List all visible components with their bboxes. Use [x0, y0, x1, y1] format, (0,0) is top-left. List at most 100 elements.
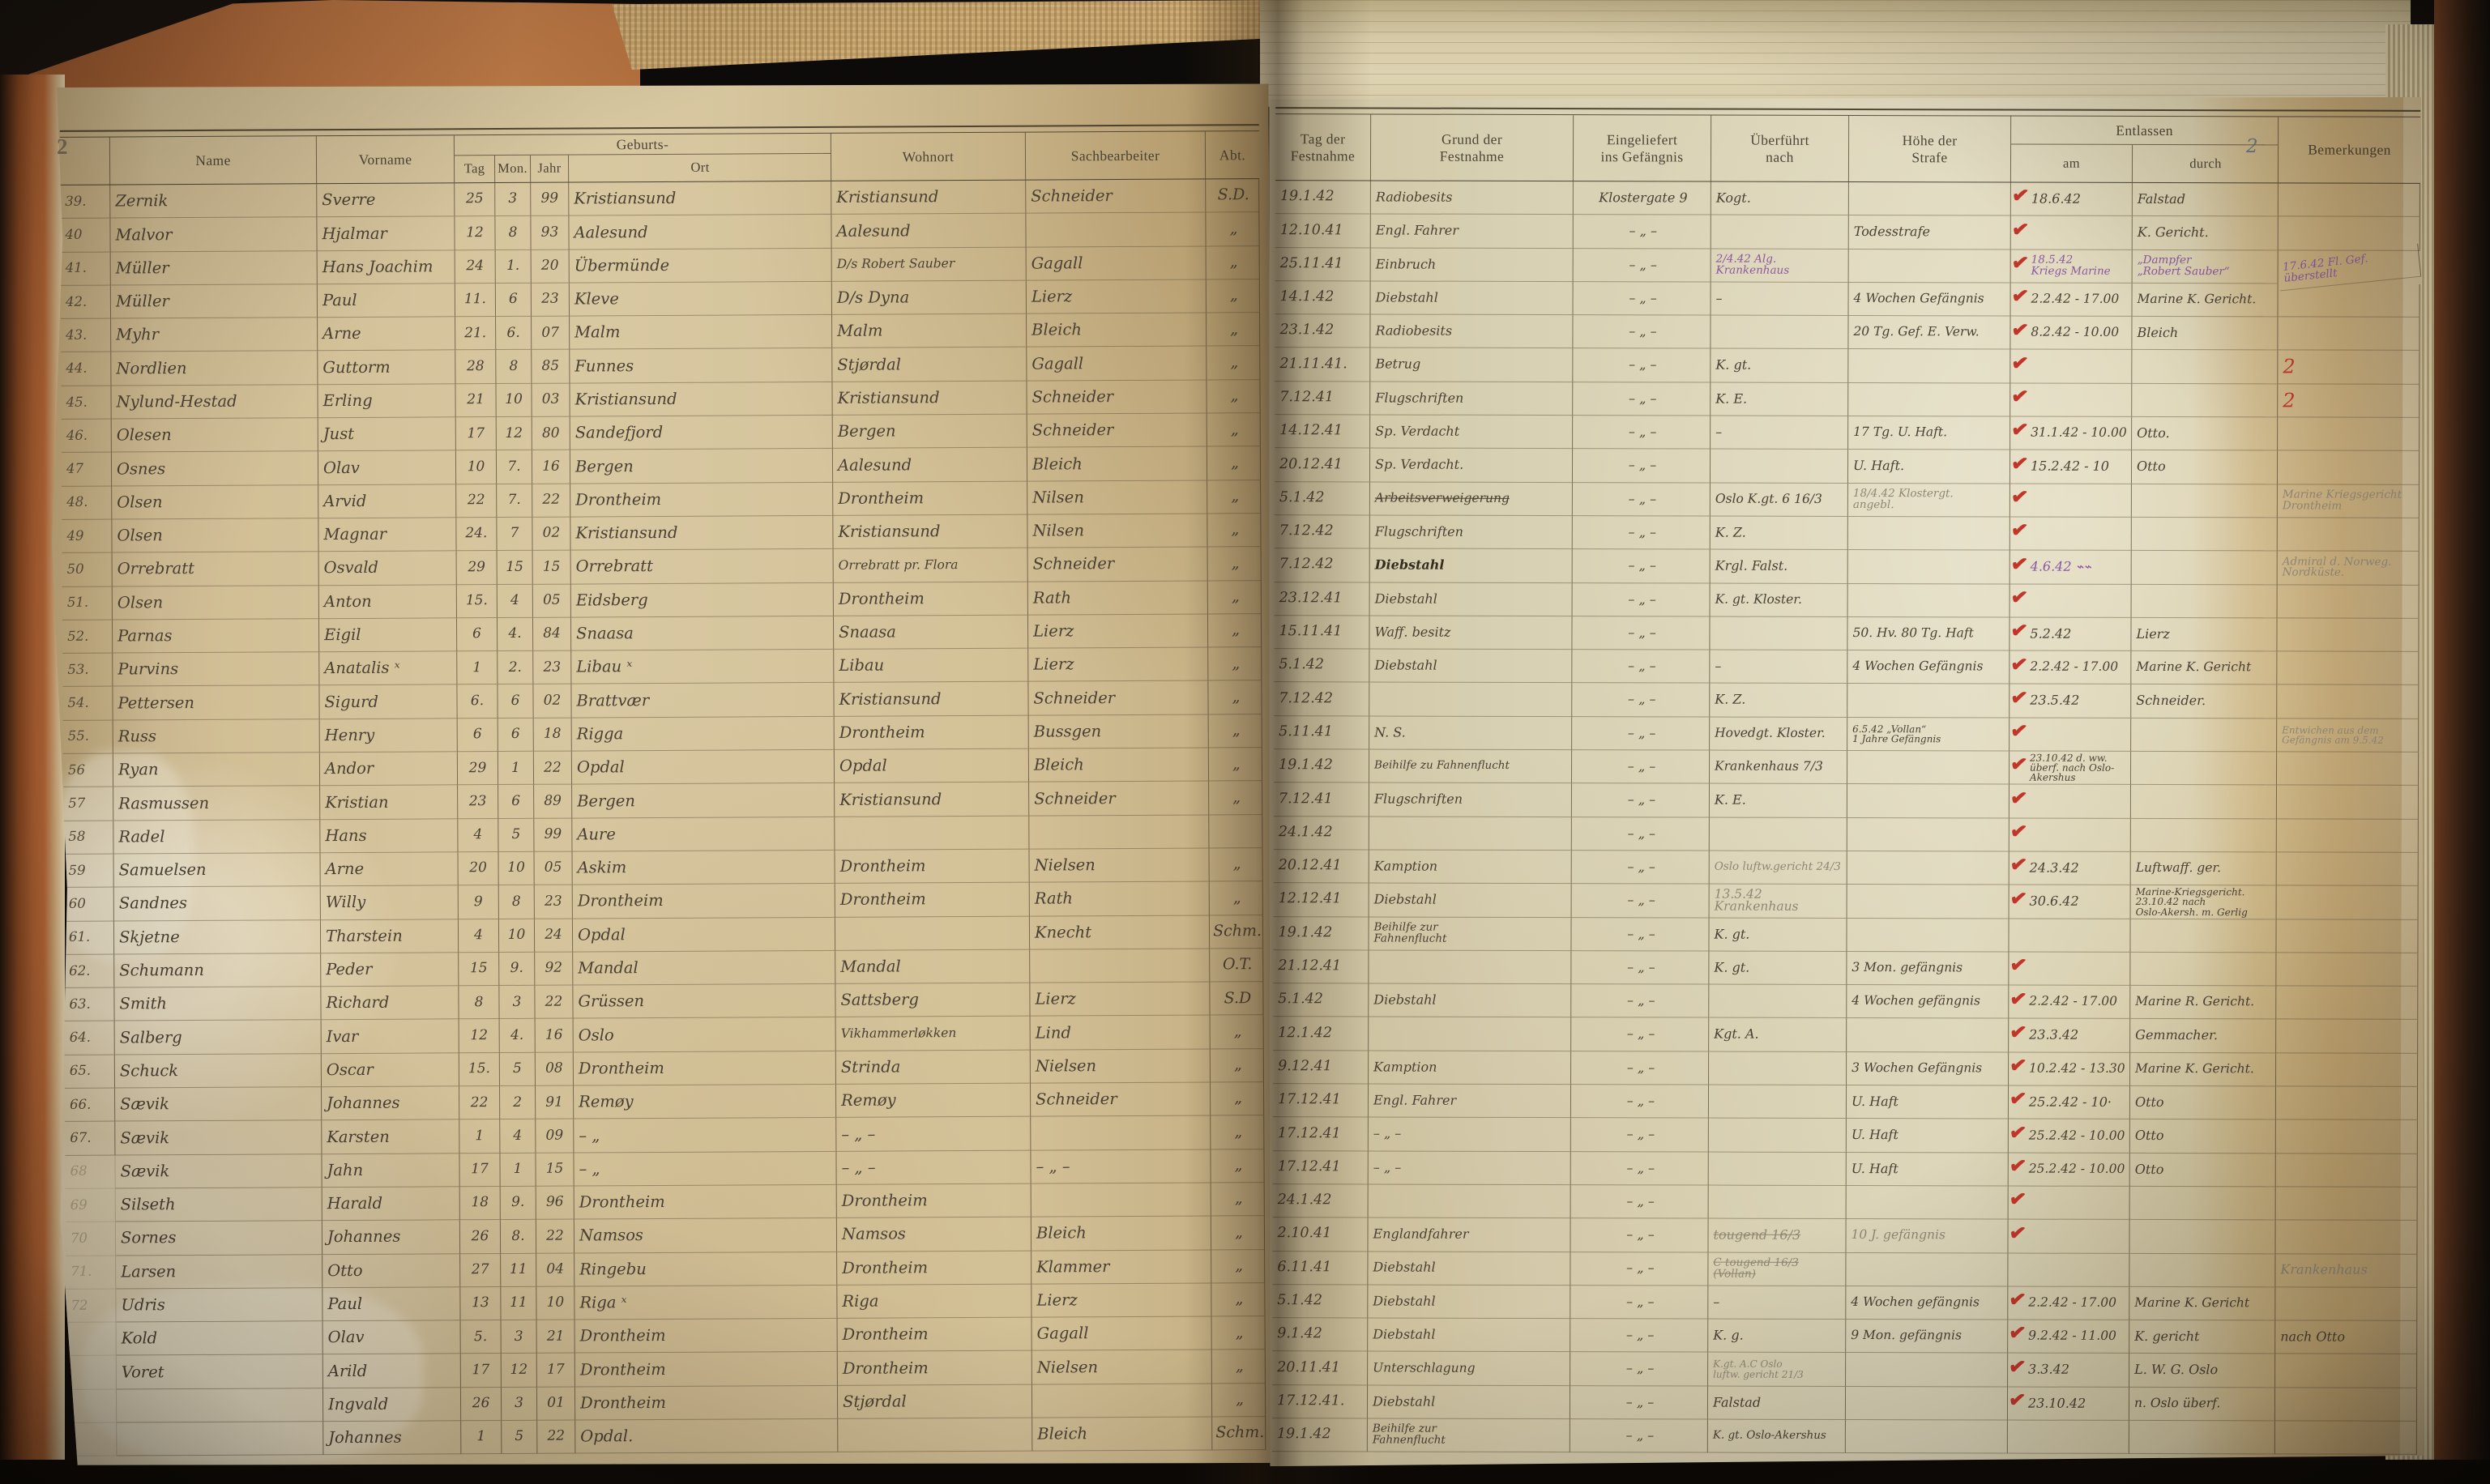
- right-cell-am: ✔ 31.1.42 - 10.00: [2010, 417, 2132, 451]
- handwritten-text: 4 Wochen gefängnis: [1851, 1294, 1980, 1310]
- handwritten-text: Falstad: [2137, 190, 2186, 207]
- col-header-hoehe: Höhe der Strafe: [1849, 116, 2011, 182]
- right-cell-ueberfuehrt: K. E.: [1711, 382, 1848, 416]
- left-cell-name: [117, 1422, 323, 1456]
- book-cloth-spine: [612, 0, 1284, 70]
- handwritten-text: 7.12.42: [1279, 522, 1334, 539]
- handwritten-text: – „ –: [1625, 1360, 1655, 1376]
- right-cell-bemerkung: [2276, 953, 2418, 987]
- handwritten-text: Beihilfe zu Fahnenflucht: [1374, 758, 1510, 773]
- left-cell-tag: 20: [458, 852, 498, 886]
- right-cell-bemerkung: [2278, 518, 2420, 552]
- right-cell-eingeliefert: – „ –: [1572, 884, 1710, 918]
- right-table: Tag der Festnahme Grund der Festnahme Ei…: [1272, 107, 2420, 1455]
- left-cell-tag: 29: [458, 752, 498, 786]
- release-checkmark-icon: ✔: [2010, 450, 2030, 476]
- handwritten-text: K. gt.: [1714, 959, 1750, 975]
- release-checkmark-icon: ✔: [2007, 1286, 2028, 1312]
- handwritten-text: K. Z.: [1715, 692, 1746, 708]
- handwritten-text: 2.2.42 - 17.00: [2030, 659, 2119, 675]
- left-cell-mon: 3: [495, 183, 531, 217]
- handwritten-text: Otto: [2136, 458, 2166, 475]
- col-header-name: Name: [110, 136, 317, 184]
- left-cell-wohnort: Sattsberg: [835, 983, 1030, 1018]
- handwritten-text: 23.5.42: [2030, 693, 2080, 709]
- right-cell-eingeliefert: – „ –: [1571, 984, 1709, 1018]
- handwritten-text: Klostergate 9: [1599, 190, 1688, 206]
- right-cell-durch: [2129, 1253, 2275, 1287]
- left-cell-sachbearbeiter: Nielsen: [1032, 1350, 1212, 1384]
- left-cell-nr: 48.: [62, 486, 112, 520]
- left-cell-ort: Brattvær: [571, 683, 834, 718]
- handwritten-text: 21.11.41.: [1279, 355, 1348, 373]
- handwritten-text: 14.12.41: [1279, 422, 1343, 439]
- left-cell-tag: 22: [459, 1086, 500, 1120]
- left-cell-jahr: 20: [532, 249, 570, 284]
- left-cell-abt: S.D: [1210, 982, 1263, 1016]
- right-cell-durch: Schneider.: [2131, 684, 2277, 719]
- handwritten-text: 5.11.41: [1279, 723, 1333, 740]
- release-checkmark-icon: ✔: [2009, 818, 2029, 844]
- right-cell-am: [2009, 919, 2130, 953]
- handwritten-text: – „ –: [1628, 524, 1657, 540]
- handwritten-text: Otto: [2134, 1161, 2164, 1177]
- release-checkmark-icon: ✔: [2009, 584, 2030, 610]
- left-cell-vorname: Hans: [320, 819, 458, 853]
- left-cell-tag: 18: [460, 1187, 501, 1221]
- left-cell-name: Sornes: [116, 1221, 322, 1256]
- left-cell-vorname: Arild: [323, 1354, 461, 1388]
- left-cell-mon: 1: [498, 752, 534, 786]
- right-cell-ueberfuehrt: [1711, 316, 1848, 350]
- handwritten-text: Todesstrafe: [1853, 224, 1931, 240]
- handwritten-text: Oslo K.gt. 6 16/3: [1715, 491, 1822, 506]
- left-cell-ort: Drontheim: [575, 1386, 838, 1421]
- handwritten-text: Radiobesits: [1375, 189, 1453, 205]
- right-cell-hoehe: [1846, 1353, 2008, 1387]
- right-cell-durch: Lierz: [2131, 618, 2277, 652]
- right-cell-hoehe: 9 Mon. gefängnis: [1846, 1320, 2008, 1354]
- left-cell-wohnort: Kristiansund: [834, 682, 1028, 717]
- left-cell-abt: „: [1211, 1115, 1264, 1149]
- left-cell-tag: 25: [455, 183, 495, 217]
- left-cell-tag: 27: [460, 1254, 501, 1288]
- left-cell-abt: „: [1212, 1316, 1266, 1350]
- left-cell-vorname: Ingvald: [323, 1388, 461, 1422]
- left-cell-wohnort: Kristiansund: [832, 381, 1027, 416]
- right-cell-hoehe: 4 Wochen gefängnis: [1847, 985, 2009, 1019]
- left-cell-jahr: 09: [536, 1119, 574, 1154]
- right-cell-bemerkung: Krankenhaus: [2275, 1254, 2417, 1288]
- left-cell-mon: 3: [502, 1320, 537, 1354]
- right-cell-durch: Bleich: [2132, 317, 2278, 351]
- left-cell-jahr: 23: [532, 283, 570, 317]
- right-cell-grund: Arbeitsverweigerung: [1370, 482, 1573, 516]
- left-cell-wohnort: Opdal: [835, 749, 1029, 784]
- left-cell-sachbearbeiter: Lierz: [1028, 648, 1208, 682]
- left-cell-name: Sævik: [115, 1121, 322, 1156]
- left-cell-mon: 12: [497, 417, 532, 451]
- right-cell-grund: [1369, 950, 1571, 984]
- right-cell-festnahme: 19.1.42: [1275, 181, 1371, 215]
- handwritten-text: 23.3.42: [2029, 1026, 2079, 1043]
- left-cell-wohnort: D/s Dyna: [832, 281, 1027, 316]
- right-cell-eingeliefert: – „ –: [1574, 282, 1711, 316]
- right-cell-durch: K. gericht: [2129, 1320, 2275, 1354]
- col-header-ueberfuehrt: Überführt nach: [1711, 116, 1849, 181]
- left-cell-mon: 4.: [500, 1019, 536, 1053]
- left-cell-jahr: 22: [535, 986, 573, 1020]
- handwritten-text: 18.6.42: [2031, 190, 2081, 207]
- right-cell-am: [2008, 1253, 2129, 1287]
- left-cell-sachbearbeiter: [1032, 1384, 1212, 1418]
- left-cell-mon: 4: [498, 584, 533, 618]
- right-cell-durch: Otto: [2130, 1086, 2276, 1120]
- left-cell-name: Osnes: [112, 452, 318, 487]
- right-cell-bemerkung: Admiral d. Norweg. Nordküste.: [2278, 552, 2420, 586]
- handwritten-text: – „ –: [1629, 223, 1658, 239]
- left-cell-tag: 28: [455, 351, 496, 385]
- left-cell-nr: 46.: [62, 420, 112, 454]
- left-cell-jahr: 16: [532, 450, 570, 484]
- left-cell-nr: 51.: [62, 586, 113, 620]
- handwritten-text: Radiobesits: [1375, 322, 1453, 339]
- handwritten-text: 2.2.42 - 17.00: [2031, 291, 2120, 307]
- handwritten-text: – „ –: [1628, 658, 1656, 674]
